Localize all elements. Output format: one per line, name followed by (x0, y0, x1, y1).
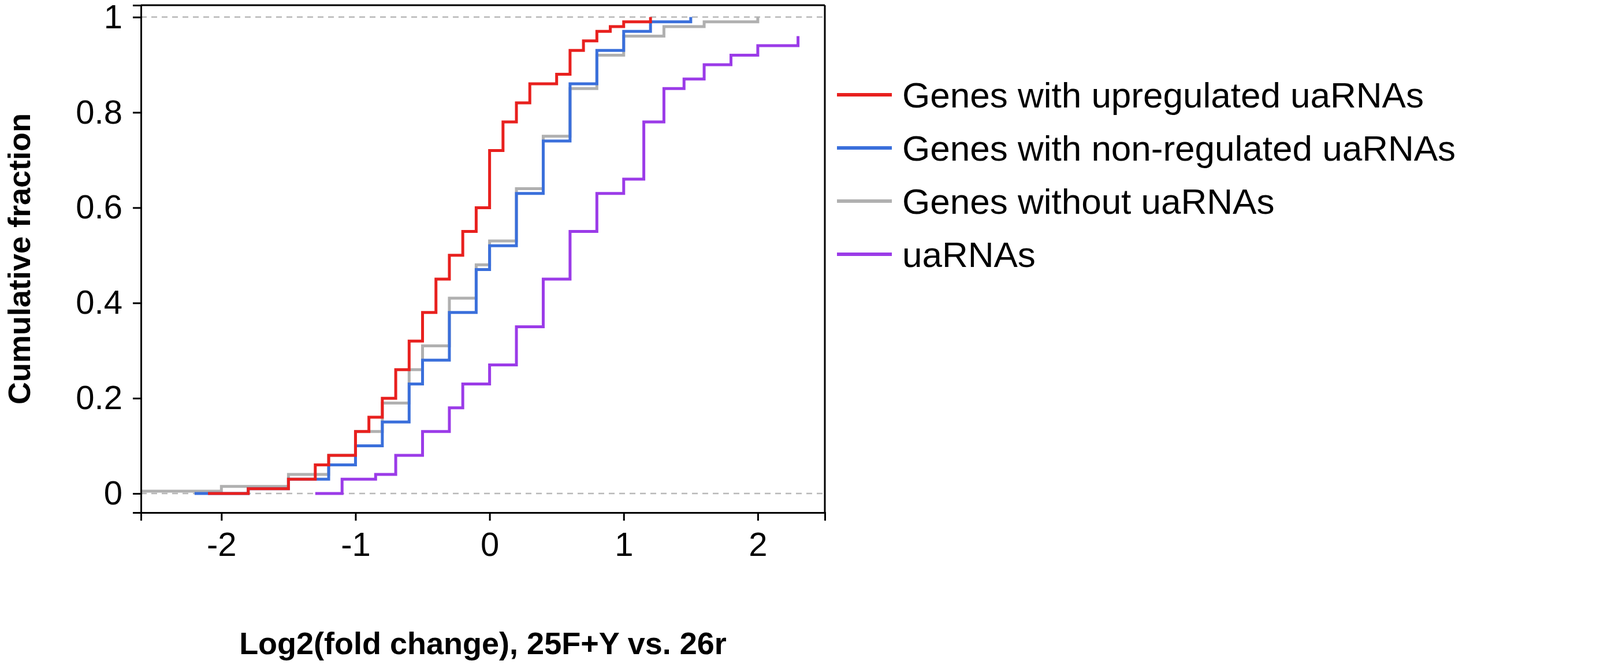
legend: Genes with upregulated uaRNAs Genes with … (836, 75, 1456, 275)
x-tick-label: -2 (206, 525, 237, 563)
legend-label: Genes with non-regulated uaRNAs (902, 128, 1456, 169)
x-axis: -2 -1 0 1 2 (141, 512, 826, 563)
y-tick-label: 0 (103, 473, 123, 512)
y-axis-title: Cumulative fraction (1, 113, 37, 405)
y-tick-label: 0.8 (75, 92, 123, 131)
legend-swatch (836, 199, 892, 203)
x-axis-line (141, 512, 826, 522)
x-tick-mark (757, 512, 759, 521)
y-axis-line (132, 5, 142, 513)
y-tick: 0.4 (75, 283, 141, 321)
x-tick: 1 (614, 512, 634, 563)
y-tick-mark (132, 302, 141, 304)
x-tick-label: 2 (748, 525, 768, 563)
x-tick-label: -1 (340, 525, 371, 563)
x-tick-mark (623, 512, 625, 521)
y-tick: 1 (103, 0, 141, 36)
x-tick-mark (220, 512, 223, 521)
legend-label: Genes with upregulated uaRNAs (902, 75, 1424, 115)
x-tick: -1 (340, 512, 371, 563)
y-tick: 0.2 (75, 378, 141, 416)
y-tick-label: 0.2 (75, 378, 123, 416)
legend-label: Genes without uaRNAs (902, 181, 1275, 222)
x-tick: -2 (206, 512, 237, 563)
x-tick: 2 (748, 512, 768, 563)
cdf-line (315, 36, 799, 494)
y-tick-label: 1 (103, 0, 123, 36)
reference-line (140, 16, 825, 18)
x-tick-mark (354, 512, 357, 521)
cdf-line (194, 17, 691, 494)
y-axis: 0 0.2 0.4 0.6 0.8 1 (75, 0, 141, 513)
x-axis-title: Log2(fold change), 25F+Y vs. 26r (239, 625, 727, 661)
legend-label: uaRNAs (902, 234, 1036, 275)
frame (140, 4, 825, 7)
frame (824, 5, 826, 513)
y-tick-mark (132, 397, 141, 400)
y-tick-mark (132, 206, 141, 209)
cdf-line (207, 17, 651, 494)
y-tick: 0 (103, 473, 141, 512)
y-tick-mark (132, 16, 141, 19)
y-tick-label: 0.4 (75, 283, 123, 321)
legend-swatch (836, 146, 892, 150)
legend-swatch (836, 92, 892, 97)
x-tick-label: 1 (614, 525, 634, 563)
plot-area (140, 17, 825, 494)
y-tick-mark (132, 111, 141, 114)
y-tick: 0.6 (75, 187, 141, 226)
y-tick-mark (132, 492, 141, 495)
legend-swatch (836, 252, 892, 256)
x-tick-mark (489, 512, 491, 521)
y-tick: 0.8 (75, 92, 141, 131)
y-tick-label: 0.6 (75, 187, 123, 226)
x-tick-label: 0 (480, 525, 500, 563)
x-tick: 0 (480, 512, 500, 563)
chart: -2 -1 0 1 2 0 0.2 0.4 0.6 0.8 1 Log2(fold change), … (0, 0, 1600, 668)
